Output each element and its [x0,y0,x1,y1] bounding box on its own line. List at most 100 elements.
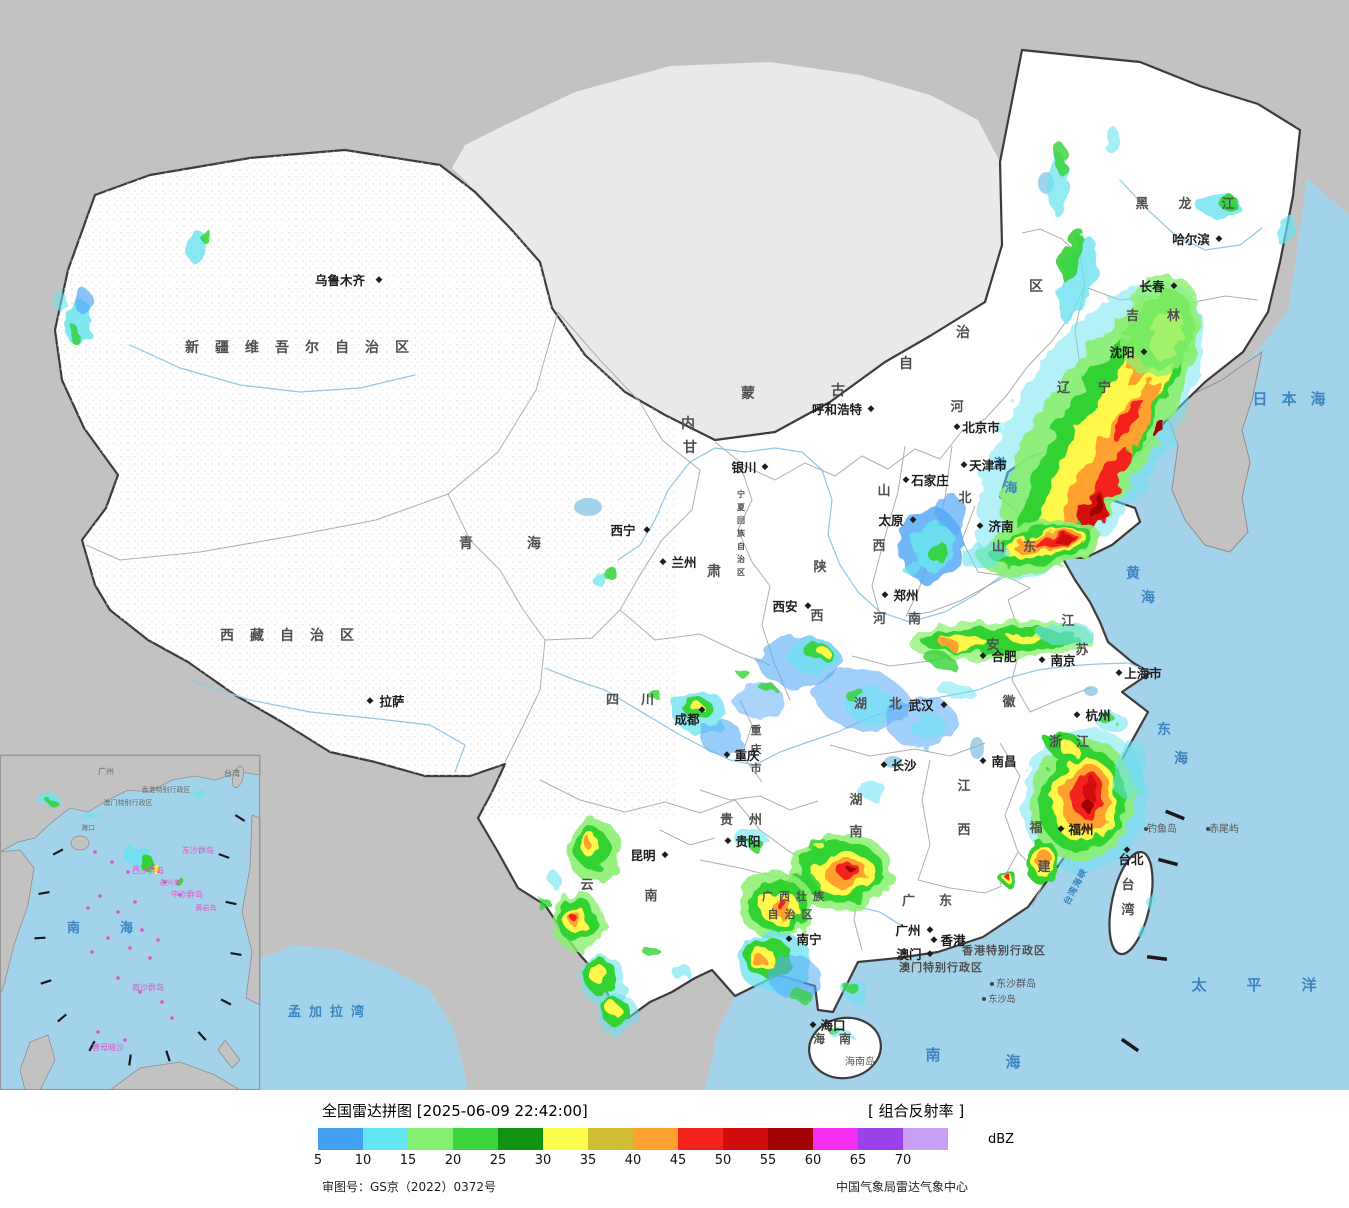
province-label: 广东 [902,893,976,909]
product-label: [ 组合反射率 ] [868,1102,965,1120]
province-label: 江 [1061,613,1074,629]
hainan-island [808,1016,882,1080]
radar-echo [76,289,92,315]
reef-marker [106,936,110,940]
radar-echo [700,722,744,754]
province-label: 西 [872,539,885,554]
colorbar-ticks: 5 10 15 20 25 30 35 40 45 50 55 60 65 70 [0,1153,1349,1169]
radar-echo [1138,925,1146,939]
province-label: 北 [958,491,971,506]
colorbar [318,1128,948,1150]
sea-label: 黄 [1126,565,1140,582]
colorbar-segment-30 [543,1128,588,1150]
colorbar-segment-10 [363,1128,408,1150]
province-label: 江 [957,778,970,794]
radar-echo [1060,227,1084,283]
radar-echo [157,870,163,874]
province-label: 重庆市 [750,723,762,775]
radar-echo [590,964,606,984]
inset-label: 广州 [98,766,114,776]
city-label: 济南 [988,519,1014,534]
radar-echo [602,567,618,579]
radar-echo [1089,494,1103,518]
radar-echo [202,228,210,244]
province-label: 贵州 [720,812,778,828]
city-label: 拉萨 [379,694,405,709]
radar-echo [960,543,1010,569]
city-marker-icon: ◆ [927,925,934,935]
city-marker-icon: ◆ [762,462,769,472]
reef-marker [126,870,130,874]
boundary-dash [230,951,242,957]
province-label: 南 [644,888,657,904]
inset-label: 台湾 [224,768,240,778]
province-label: 河 [950,399,963,415]
city-marker-icon: ◆ [644,525,651,535]
reef-marker [150,866,154,870]
island-label: 钓鱼岛 [1147,822,1177,835]
city-marker-icon: ◆ [724,750,731,760]
province-label: 山东 [992,539,1054,555]
inset-label: 南海 [67,920,173,936]
radar-echo [941,641,959,649]
radar-echo [186,230,206,262]
sea-label: 太平洋 [1191,976,1349,994]
inset-nine-dash-line [34,814,246,1066]
boundary-dash [34,936,46,940]
city-marker-icon: ◆ [699,705,706,715]
radar-echo [47,799,57,805]
radar-echo [753,956,767,968]
city-marker-icon: ◆ [868,404,875,414]
city-marker-icon: ◆ [1216,234,1223,244]
radar-echo [1104,126,1120,154]
city-label: 长沙 [891,758,917,773]
city-marker-icon: ◆ [1171,281,1178,291]
colorbar-segment-55 [768,1128,813,1150]
radar-echo [769,958,821,998]
city-marker-icon: ◆ [1124,845,1131,855]
radar-echo [1056,144,1068,176]
island-label: 东沙群岛 [996,977,1036,990]
inset-border [0,754,261,1090]
scale-tick: 20 [444,1153,462,1168]
reef-marker [116,976,120,980]
boundary-dash [38,890,50,896]
radar-echo [1082,776,1098,800]
boundary-dash [197,1031,207,1041]
radar-echo [1084,799,1092,813]
boundary-dash [40,979,52,985]
city-marker-icon: ◆ [786,934,793,944]
city-label: 贵阳 [735,834,760,849]
city-label: 上海市 [1124,666,1162,681]
reef-marker [156,938,160,942]
city-label: 台北 [1118,852,1144,867]
province-label: 山 [877,483,890,499]
province-label: 建 [1037,859,1050,875]
province-label: 安 [986,637,999,653]
province-label: 自治区 [768,907,819,921]
boundary-dash [128,1054,132,1066]
colorbar-segment-40 [633,1128,678,1150]
radar-echo-layer [54,126,1298,1041]
province-label: 自 [899,355,913,372]
province-label: 古 [831,382,845,399]
unit-label: dBZ [988,1132,1015,1147]
radar-echo [538,899,552,911]
radar-echo [1052,533,1072,543]
radar-echo [1059,741,1079,757]
radar-echo [1112,742,1148,798]
colorbar-segment-15 [408,1128,453,1150]
city-label: 呼和浩特 [812,402,863,417]
reef-marker [178,893,182,897]
city-marker-icon: ◆ [810,1020,817,1030]
province-label: 徽 [1001,694,1016,710]
province-label: 香港特别行政区 [961,943,1046,957]
inset-label: 永兴岛 [160,878,181,887]
city-label: 北京市 [962,420,1000,435]
inset-label: 东沙群岛 [182,845,214,855]
inset-label: 香港特别行政区 [142,785,191,794]
city-label: 澳门 [896,947,921,962]
